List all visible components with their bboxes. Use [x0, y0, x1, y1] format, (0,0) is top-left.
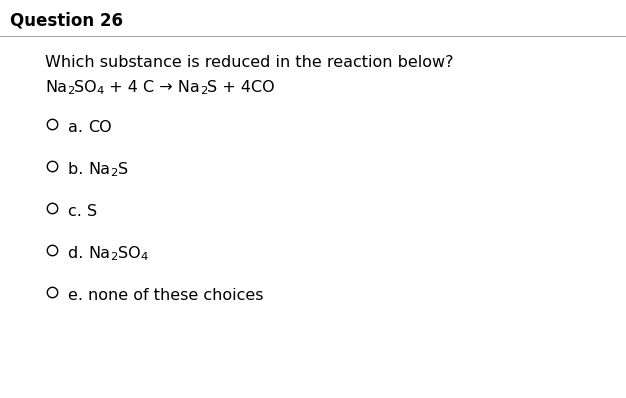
Text: + 4 C → Na: + 4 C → Na — [104, 80, 200, 95]
Text: Question 26: Question 26 — [10, 12, 123, 30]
Text: e.: e. — [68, 288, 88, 303]
Text: 2: 2 — [200, 86, 207, 96]
Text: SO: SO — [74, 80, 97, 95]
Text: Na: Na — [88, 162, 111, 177]
Text: 2: 2 — [67, 86, 74, 96]
Text: S + 4CO: S + 4CO — [207, 80, 275, 95]
Text: SO: SO — [118, 246, 140, 261]
Text: 2: 2 — [111, 252, 118, 262]
Text: c.: c. — [68, 204, 87, 219]
Text: S: S — [87, 204, 97, 219]
Text: Which substance is reduced in the reaction below?: Which substance is reduced in the reacti… — [45, 55, 453, 70]
Text: 2: 2 — [111, 168, 118, 178]
Text: CO: CO — [88, 120, 112, 135]
Text: none of these choices: none of these choices — [88, 288, 264, 303]
Text: b.: b. — [68, 162, 88, 177]
Text: 4: 4 — [140, 252, 148, 262]
Text: Na: Na — [88, 246, 111, 261]
Text: a.: a. — [68, 120, 88, 135]
Text: Na: Na — [45, 80, 67, 95]
Text: S: S — [118, 162, 128, 177]
Text: 4: 4 — [97, 86, 104, 96]
Text: d.: d. — [68, 246, 88, 261]
